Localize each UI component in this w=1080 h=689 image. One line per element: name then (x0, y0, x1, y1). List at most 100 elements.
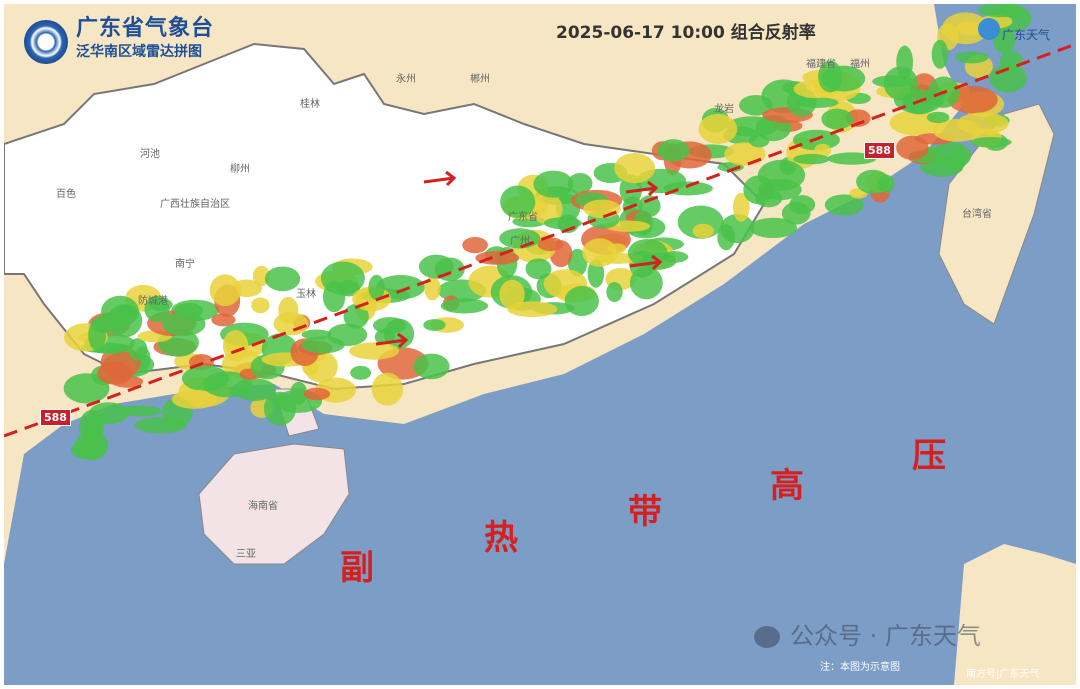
echo-cell (349, 342, 400, 360)
isobar-label-left: 588 (40, 409, 71, 426)
echo-cell (343, 303, 369, 329)
label-guangdong: 广东省 (508, 212, 538, 223)
label-fuzhou: 福州 (850, 59, 870, 70)
label-guilin: 桂林 (300, 99, 320, 110)
echo-cell (88, 402, 129, 425)
echo-cell (413, 353, 450, 380)
schematic-note: 注：本图为示意图 (820, 662, 900, 673)
echo-cell (211, 313, 236, 327)
echo-cell (533, 170, 574, 198)
echo-cell (818, 60, 843, 93)
echo-cell (101, 295, 139, 327)
subtropical-high-char-2: 热 (484, 518, 518, 558)
label-taiwan: 台湾省 (962, 209, 992, 220)
echo-cell (950, 149, 967, 170)
label-liuzhou: 柳州 (230, 164, 250, 175)
timestamp-title: 2025-06-17 10:00 组合反射率 (556, 23, 816, 43)
echo-cell (97, 361, 133, 385)
echo-cell (500, 185, 536, 219)
label-nanning: 南宁 (175, 259, 195, 270)
radar-map (4, 4, 1076, 685)
echo-cell (423, 319, 446, 331)
echo-cell (955, 51, 989, 64)
echo-cell (926, 111, 950, 124)
flow-arrow (625, 180, 659, 197)
echo-cell (793, 153, 830, 165)
org-title: 广东省气象台 (76, 16, 215, 41)
echo-cell (567, 173, 593, 194)
flow-arrow (629, 254, 663, 271)
echo-cell (301, 336, 345, 354)
echo-cell (732, 192, 750, 222)
echo-cell (537, 237, 564, 252)
echo-cell (948, 85, 998, 114)
echo-cell (371, 372, 404, 406)
echo-cell (692, 223, 714, 239)
subtropical-high-char-1: 副 (340, 548, 374, 588)
echo-cell (117, 405, 162, 417)
echo-cell (564, 286, 599, 316)
echo-cell (717, 224, 735, 251)
island-hainan (198, 443, 350, 565)
brand-logo-icon (978, 18, 1000, 40)
echo-cell (222, 330, 249, 362)
echo-cell (661, 251, 689, 263)
echo-cell (743, 175, 774, 205)
echo-cell (264, 266, 301, 292)
echo-cell (251, 297, 270, 314)
echo-cell (567, 248, 588, 277)
echo-cell (821, 108, 854, 130)
echo-cell (462, 236, 488, 254)
label-hainan: 海南省 (248, 501, 278, 512)
echo-cell (499, 279, 525, 310)
echo-cell (896, 45, 914, 80)
label-yulin: 玉林 (296, 289, 316, 300)
label-fujian: 福建省 (806, 59, 836, 70)
wechat-icon (754, 626, 780, 648)
echo-cell (824, 194, 864, 216)
echo-cell (543, 217, 582, 230)
isobar-588-line (4, 42, 1076, 438)
echo-cell (372, 317, 407, 334)
label-longyan: 龙岩 (714, 104, 734, 115)
echo-cell (789, 195, 816, 215)
echo-cell (698, 113, 738, 144)
echo-cell (942, 12, 989, 45)
flow-arrow (423, 170, 457, 187)
echo-cell (440, 298, 489, 314)
brand-name: 广东天气 (1002, 28, 1051, 42)
label-yongzhou: 永州 (396, 74, 416, 85)
label-fangchenggang: 防城港 (138, 296, 168, 307)
echo-cell (322, 281, 346, 313)
echo-cell (209, 274, 241, 307)
echo-cell (475, 250, 520, 265)
subtropical-high-char-5: 压 (912, 436, 946, 476)
subtropical-high-char-3: 带 (628, 492, 662, 532)
echo-cell (957, 112, 1009, 135)
echo-cell (202, 371, 253, 398)
echo-cell (657, 139, 690, 162)
echo-cell (84, 419, 102, 438)
echo-cell (999, 50, 1023, 71)
isobar-label-right: 588 (864, 142, 895, 159)
echo-cell (614, 152, 656, 184)
echo-cell (350, 365, 372, 380)
echo-cell (749, 217, 798, 239)
echo-cell (931, 39, 949, 69)
echo-cell (606, 282, 623, 303)
echo-cell (303, 387, 331, 401)
echo-cell (663, 181, 713, 196)
logo-emblem (24, 20, 68, 64)
echo-cell (582, 238, 618, 267)
luzon (954, 544, 1076, 685)
echo-cell (171, 389, 218, 409)
echo-cell (814, 143, 832, 158)
echo-cell (368, 274, 385, 300)
echo-cell (161, 311, 206, 337)
label-baise: 百色 (56, 189, 76, 200)
label-hechi: 河池 (140, 149, 160, 160)
echo-cell (148, 298, 173, 311)
label-chenzhou: 郴州 (470, 74, 490, 85)
echo-cell (273, 312, 309, 336)
flow-arrows (375, 170, 663, 349)
